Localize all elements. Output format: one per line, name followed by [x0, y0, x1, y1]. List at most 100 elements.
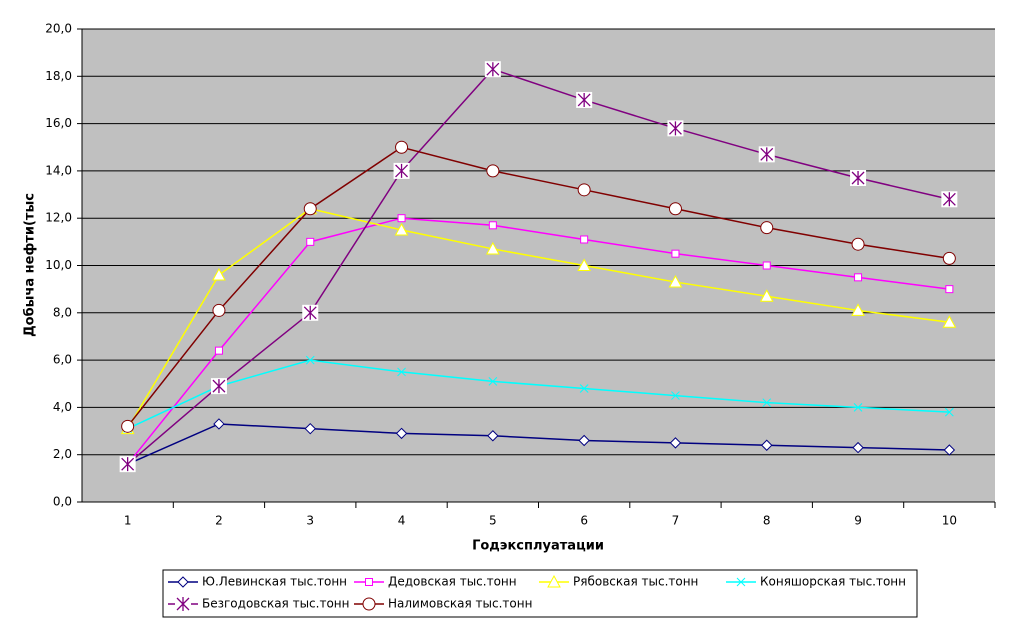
legend-label: Безгодовская тыс.тонн: [202, 597, 350, 611]
y-tick-label: 2,0: [53, 447, 72, 461]
marker: [362, 597, 376, 611]
marker-star: [121, 457, 135, 472]
legend-label: Коняшорская тыс.тонн: [760, 575, 906, 589]
marker: [579, 384, 589, 393]
y-tick-label: 18,0: [45, 69, 72, 83]
marker: [758, 146, 775, 163]
y-tick-label: 10,0: [45, 258, 72, 272]
marker: [580, 235, 589, 244]
marker: [213, 418, 225, 430]
x-tick-label: 8: [763, 514, 771, 528]
x-tick-label: 2: [215, 514, 223, 528]
marker: [393, 162, 410, 179]
x-tick-label: 6: [580, 514, 588, 528]
x-axis-title: Годэксплуатации: [472, 539, 604, 554]
marker: [175, 596, 191, 612]
marker: [736, 577, 746, 587]
marker: [487, 430, 499, 442]
marker-star: [486, 62, 500, 77]
series-line: [127, 207, 950, 430]
x-tick-label: 7: [672, 514, 680, 528]
marker: [852, 441, 864, 454]
series-line: [127, 68, 950, 465]
marker: [853, 403, 863, 412]
marker: [119, 456, 136, 473]
marker: [486, 164, 500, 178]
marker-star: [942, 192, 956, 207]
x-tick-label: 3: [306, 514, 314, 528]
marker-star: [176, 597, 190, 611]
marker: [669, 437, 682, 449]
marker: [397, 214, 406, 223]
x-tick-label: 1: [124, 514, 132, 528]
marker: [547, 574, 561, 588]
marker: [577, 183, 591, 197]
marker: [762, 261, 771, 270]
marker: [212, 267, 226, 281]
marker: [851, 303, 865, 316]
marker: [304, 422, 316, 435]
x-tick-label: 10: [942, 514, 957, 528]
x-tick-label: 5: [489, 514, 497, 528]
marker: [484, 61, 501, 78]
marker: [671, 249, 680, 258]
marker: [303, 202, 317, 216]
marker: [488, 377, 498, 386]
y-tick-label: 6,0: [53, 353, 72, 367]
marker: [177, 576, 189, 588]
marker: [397, 367, 406, 377]
marker: [576, 91, 593, 108]
marker: [121, 419, 135, 433]
x-tick-label: 9: [854, 514, 862, 528]
marker: [761, 439, 773, 451]
marker: [942, 315, 957, 328]
marker: [667, 120, 684, 137]
marker: [760, 221, 774, 235]
marker: [306, 237, 315, 246]
marker: [854, 273, 863, 282]
marker: [488, 221, 497, 230]
marker: [305, 355, 315, 365]
marker: [486, 241, 500, 255]
marker: [577, 258, 591, 271]
marker: [210, 378, 227, 395]
marker: [395, 140, 409, 154]
marker: [365, 578, 373, 586]
y-tick-label: 4,0: [53, 400, 72, 414]
legend-label: Дедовская тыс.тонн: [388, 575, 517, 589]
y-tick-label: 14,0: [45, 163, 72, 177]
series-line: [127, 423, 950, 465]
marker: [943, 444, 956, 456]
marker: [941, 191, 958, 208]
marker: [302, 304, 319, 321]
marker: [945, 285, 954, 294]
marker: [394, 222, 409, 236]
series-line: [127, 217, 950, 465]
legend: [162, 569, 918, 618]
marker: [944, 407, 954, 417]
y-tick-label: 20,0: [45, 22, 72, 36]
legend-label: Ю.Левинская тыс.тонн: [202, 575, 347, 589]
marker: [212, 303, 226, 317]
legend-label: Налимовская тыс.тонн: [388, 597, 532, 611]
x-tick-label: 4: [398, 514, 406, 528]
series-line: [127, 359, 950, 430]
marker: [395, 427, 408, 440]
marker-star: [577, 92, 591, 107]
marker-star: [212, 379, 226, 394]
y-tick-label: 0,0: [53, 495, 72, 509]
marker-star: [668, 121, 682, 136]
series-line: [127, 146, 950, 427]
y-axis-title: Добыча нефти(тыс: [23, 193, 38, 337]
y-tick-label: 8,0: [53, 305, 72, 319]
marker: [850, 169, 867, 186]
marker: [578, 434, 590, 447]
marker: [762, 398, 772, 408]
marker-star: [395, 163, 409, 178]
marker: [942, 251, 956, 265]
marker: [668, 275, 683, 288]
marker: [671, 391, 680, 400]
y-tick-label: 12,0: [45, 211, 72, 225]
marker-star: [760, 147, 774, 162]
